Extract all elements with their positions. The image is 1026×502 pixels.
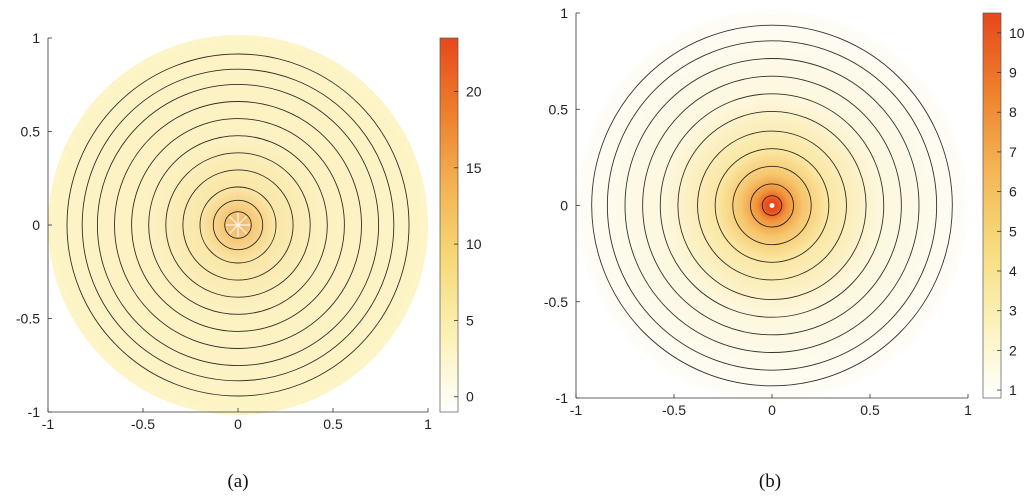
contour-line [677,110,867,301]
x-tick-label: 0 [768,402,776,418]
panel-caption: (b) [759,471,781,492]
x-tick-label: -1 [570,402,583,418]
x-tick-label: 1 [964,402,972,418]
colorbar-tick-label: 10 [1009,25,1025,41]
y-tick-label: -0.5 [16,311,40,327]
y-tick-label: 0.5 [21,124,41,140]
contour-line [591,24,953,387]
panel-b: -1 -0.5 0 0.5 1 1 0.5 0 -0.5 -1 10 9 8 7 6 5 4 3 2 1 (b) [544,5,1025,492]
contour-line [714,148,830,263]
panel-a: -1 -0.5 0 0.5 1 1 0.5 0 -0.5 -1 20 15 10 5 0 (a) [16,30,482,492]
colorbar-tick-label: 10 [466,236,482,252]
colorbar-tick-label: 5 [1009,223,1017,239]
x-tick-label: -0.5 [131,416,155,432]
colorbar-tick-label: 4 [1009,263,1017,279]
contour-line [81,68,395,382]
colorbar [982,12,1002,399]
center-streak [237,216,247,226]
contour-line [749,183,795,228]
colorbar-tick-label: 5 [466,312,474,328]
y-tick-label: 0.5 [549,101,569,117]
colorbar [439,37,459,413]
contour-line [606,40,938,371]
contour-line [96,83,380,367]
contour-line [642,75,902,336]
contour-line [659,93,885,318]
y-tick-label: 0 [32,217,40,233]
colorbar-tick-label: 0 [466,389,474,405]
x-tick-label: 1 [424,416,432,432]
x-tick-label: 0.5 [323,416,343,432]
y-tick-label: 1 [560,5,568,21]
center-point [769,203,775,208]
contour-line [199,186,277,264]
colorbar-tick-label: 8 [1009,104,1017,120]
y-tick-label: -1 [556,390,569,406]
y-tick-label: 0 [560,198,568,214]
x-tick-label: -0.5 [662,402,686,418]
contour-line [114,101,362,349]
contour-line [182,169,294,281]
x-tick-label: 0 [234,416,242,432]
colorbar-tick-label: 7 [1009,144,1017,160]
contour-line [212,199,264,251]
colorbar-tick-label: 9 [1009,65,1017,81]
x-tick-label: -1 [42,416,55,432]
contour-line [732,165,812,246]
contour-line [165,152,311,298]
x-tick-label: 0.5 [860,402,880,418]
center-streak [229,224,239,234]
center-streak [229,216,239,226]
colorbar-tick-label: 1 [1009,382,1017,398]
contour-line [148,135,328,315]
contour-line [697,130,847,281]
colorbar-tick-label: 6 [1009,184,1017,200]
colorbar-tick-label: 2 [1009,342,1017,358]
contour-line [624,58,920,353]
contour-line [131,118,345,332]
y-tick-label: 1 [32,30,40,46]
panel-caption: (a) [227,471,248,492]
center-streak [237,224,247,234]
contour-line [224,211,252,239]
y-tick-label: -1 [28,404,41,420]
contour-line [66,53,410,397]
colorbar-tick-label: 15 [466,160,482,176]
y-tick-label: -0.5 [544,294,568,310]
contour-line [761,195,783,216]
colorbar-tick-label: 20 [466,83,482,99]
colorbar-tick-label: 3 [1009,303,1017,319]
